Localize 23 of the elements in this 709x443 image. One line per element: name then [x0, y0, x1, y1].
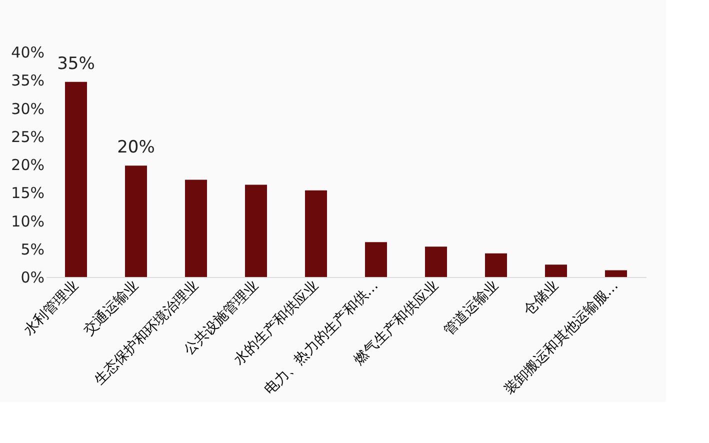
- y-tick-label: 40%: [11, 44, 44, 62]
- x-tick-label: 仓储业: [520, 278, 562, 319]
- data-label: 35%: [57, 54, 95, 74]
- bar: [245, 184, 267, 277]
- bar: [365, 242, 387, 277]
- y-tick-label: 30%: [11, 100, 44, 118]
- bar: [545, 264, 567, 277]
- y-tick-label: 10%: [11, 212, 44, 230]
- y-tick-label: 20%: [11, 156, 44, 174]
- bar: [605, 270, 627, 277]
- bar: [125, 166, 147, 277]
- y-tick-label: 35%: [11, 72, 44, 90]
- bar: [305, 190, 327, 277]
- bar: [425, 246, 447, 277]
- y-tick-label: 5%: [20, 240, 44, 258]
- y-tick-label: 15%: [11, 184, 44, 202]
- y-tick-label: 0%: [20, 268, 44, 286]
- bar: [185, 180, 207, 277]
- bar: [65, 82, 87, 277]
- y-tick-label: 25%: [11, 128, 44, 146]
- x-tick-label: 管道运输业: [440, 278, 502, 339]
- bar: [485, 253, 507, 277]
- data-label: 20%: [117, 138, 155, 158]
